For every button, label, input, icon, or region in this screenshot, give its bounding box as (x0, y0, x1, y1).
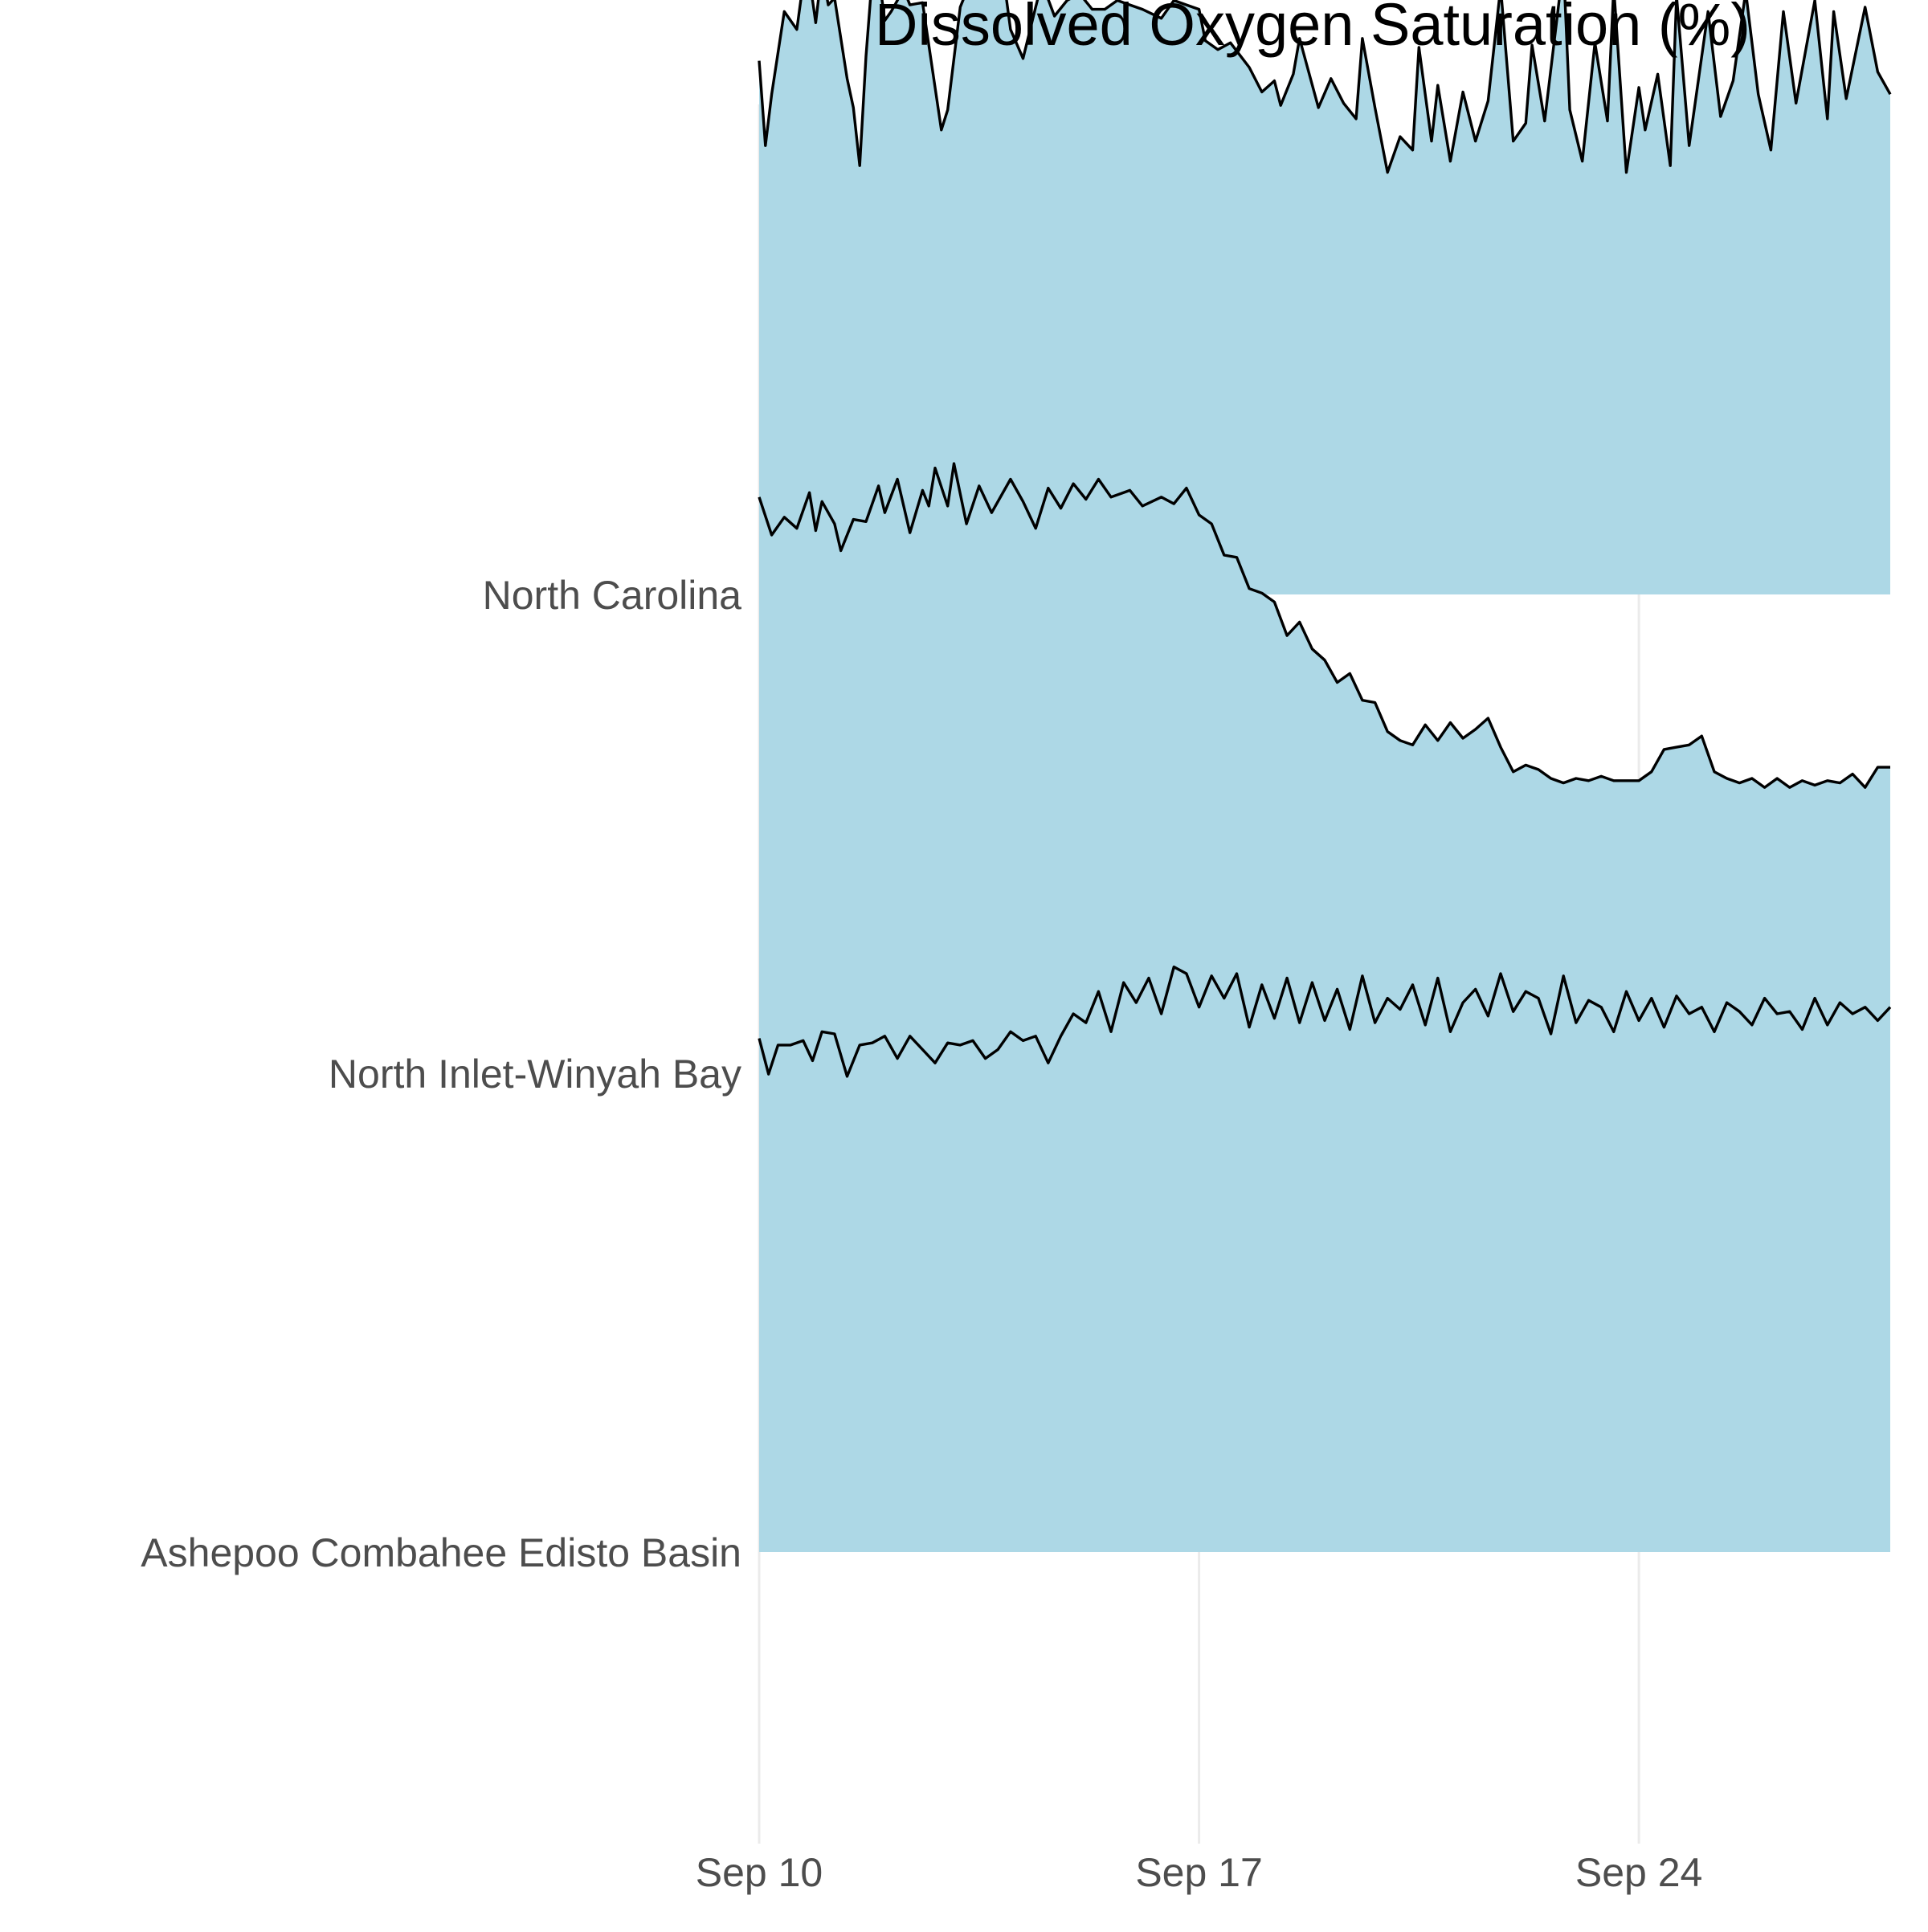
ridge-0 (758, 0, 1892, 594)
ridge-line-0 (758, 0, 1892, 174)
ridge-1 (758, 462, 1890, 1073)
facet-label-2: Ashepoo Combahee Edisto Basin (141, 1530, 741, 1575)
facet-label-1: North Inlet-Winyah Bay (329, 1052, 741, 1097)
ridge-area-2 (759, 966, 1890, 1552)
ridge-line-1 (758, 462, 1890, 789)
ridges (758, 0, 1892, 1552)
x-axis-ticks: Sep 10 Sep 17 Sep 24 (696, 1850, 1703, 1895)
facet-labels: North Carolina North Inlet-Winyah Bay Ashe… (141, 573, 741, 1575)
x-tick-label-0: Sep 10 (696, 1850, 823, 1895)
x-tick-label-1: Sep 17 (1135, 1850, 1262, 1895)
ridge-area-1 (759, 464, 1890, 1073)
ridge-area-0 (759, 0, 1890, 594)
x-tick-label-2: Sep 24 (1575, 1850, 1702, 1895)
ridge-2 (758, 965, 1892, 1552)
chart-title: Dissolved Oxygen Saturation (%) (875, 0, 1750, 58)
facet-label-0: North Carolina (483, 573, 742, 618)
ridge-line-2 (758, 965, 1892, 1078)
